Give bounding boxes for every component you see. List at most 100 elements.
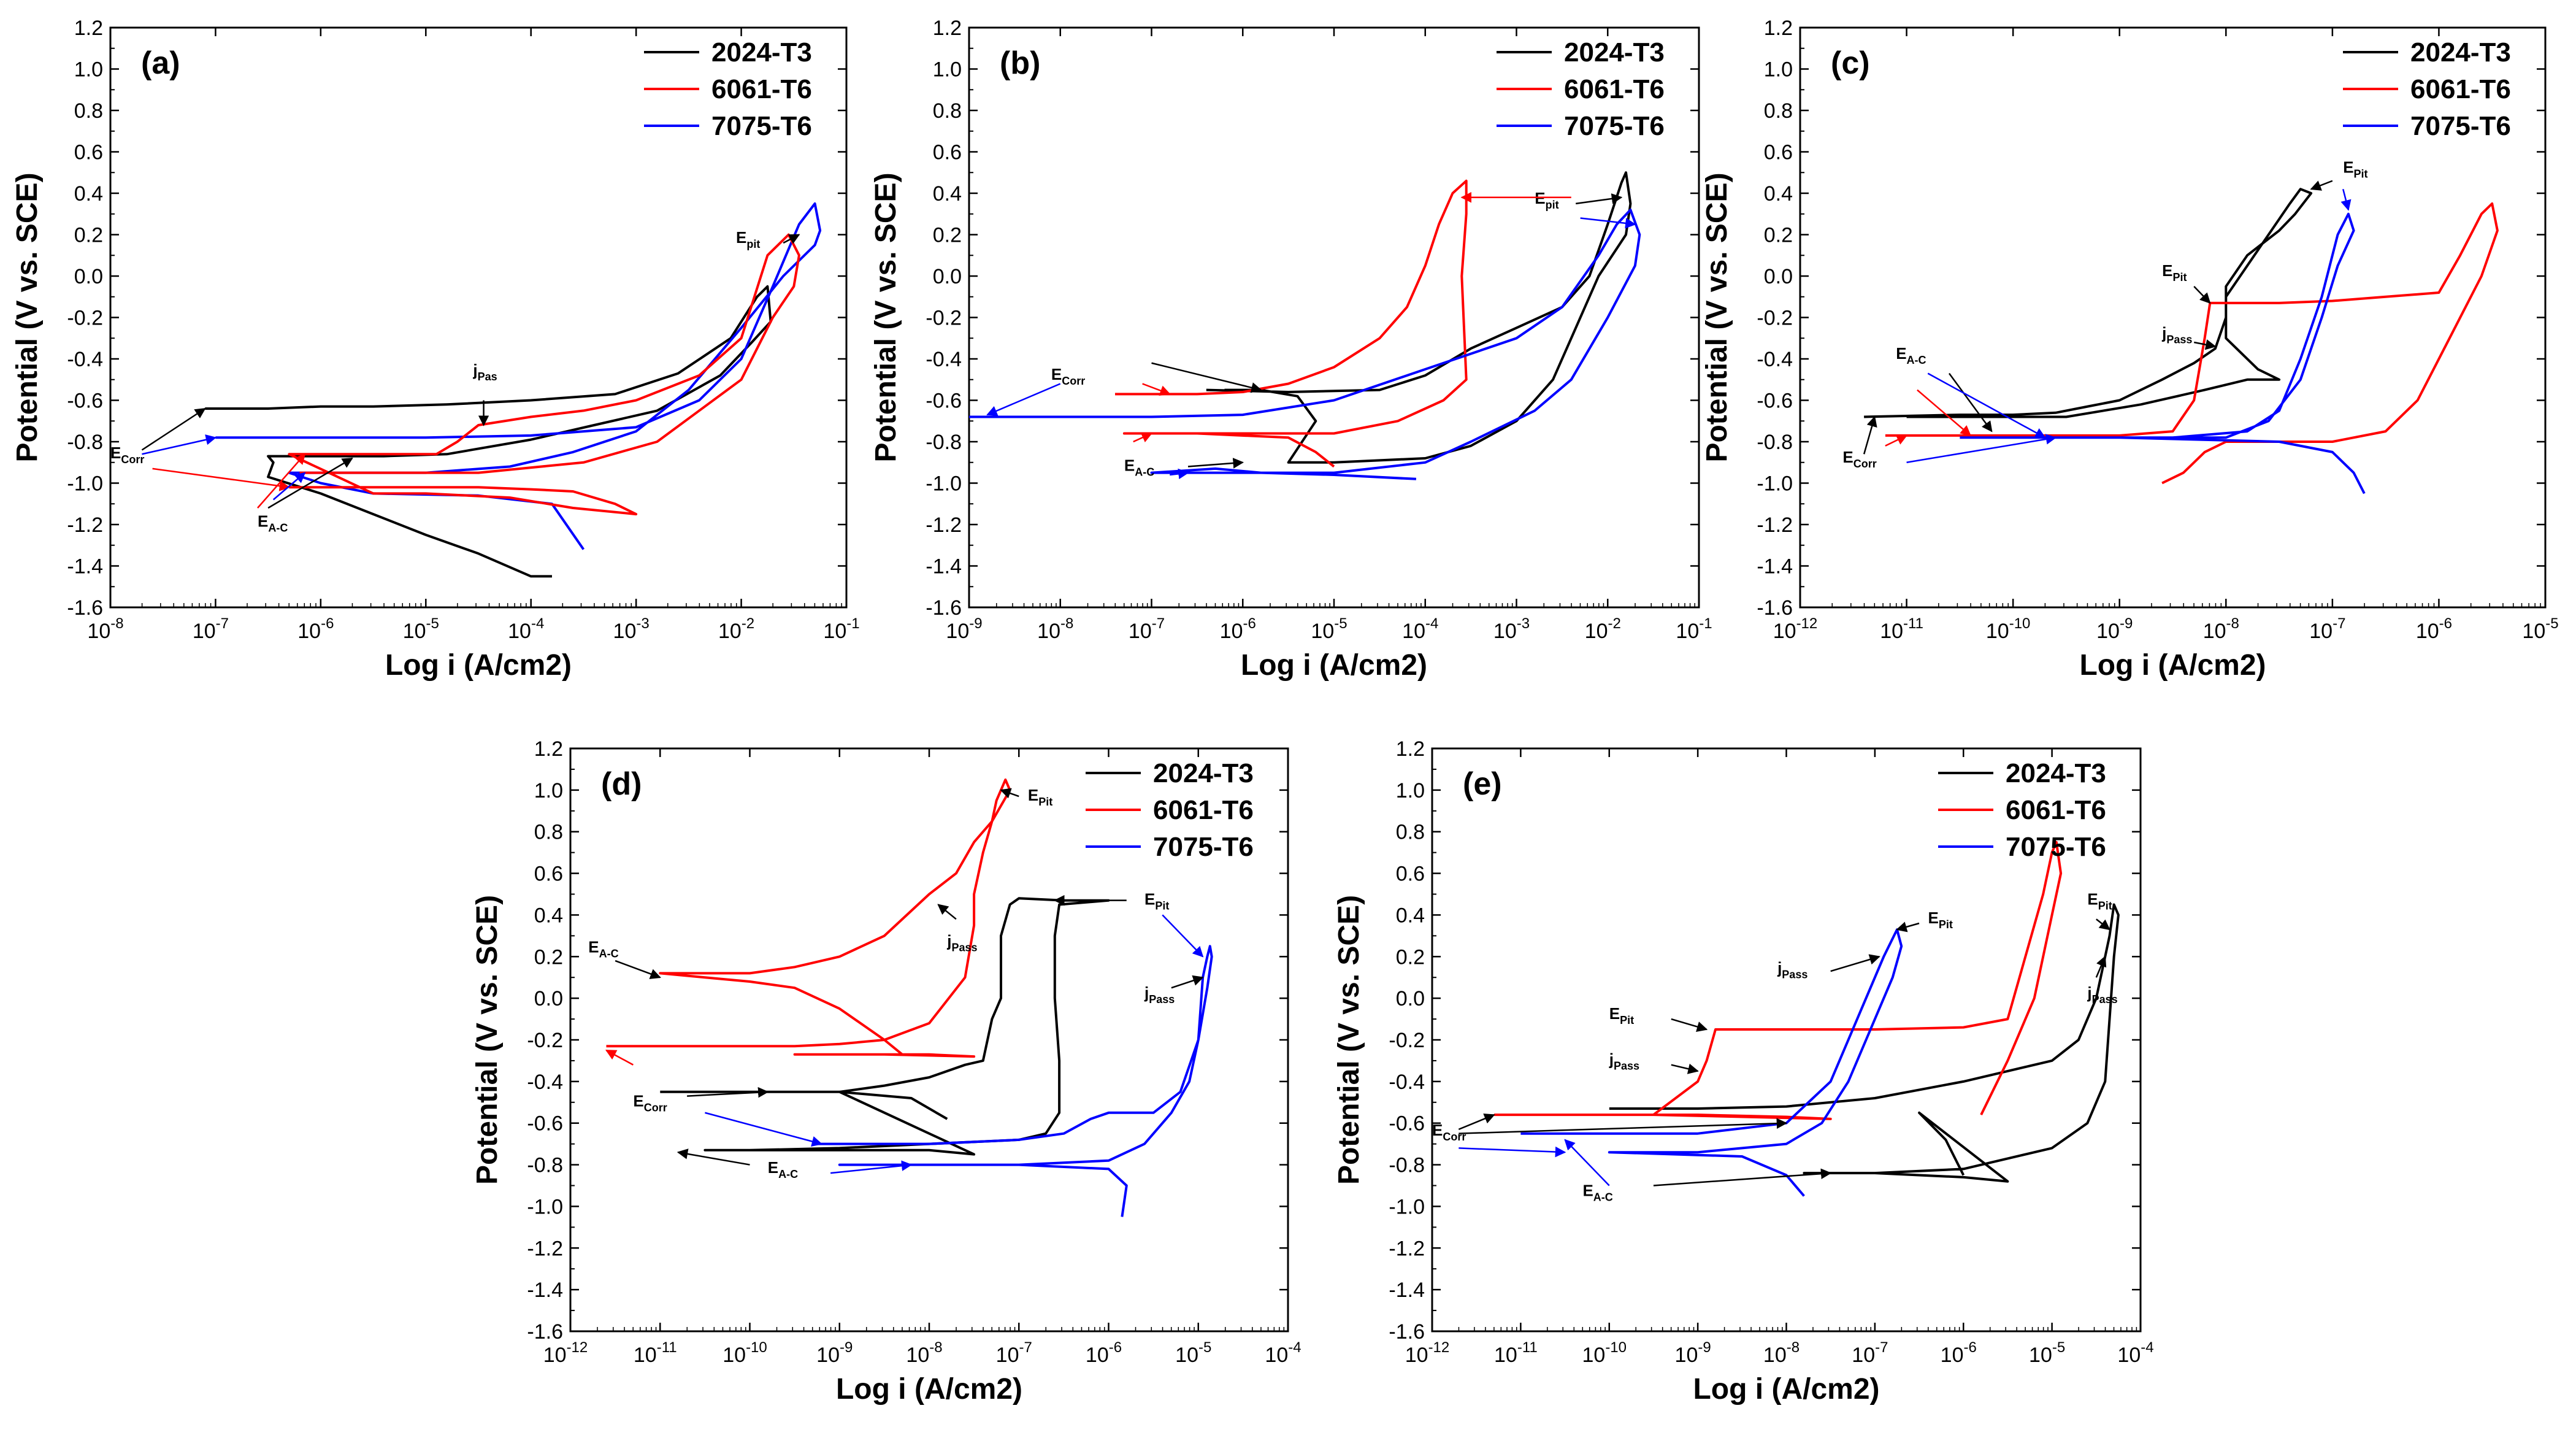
x-tick-label: 10-10 [1582, 1339, 1627, 1367]
annotation-label: Epit [1535, 189, 1558, 211]
y-tick-label: -1.4 [926, 555, 962, 579]
y-tick-label: 1.2 [534, 737, 563, 761]
panel-e: -1.6 -1.4 -1.2 -1.0 -0.8 -0.6 -0.4 -0.2 0.0 0.2 0.… [1333, 737, 2154, 1406]
x-tick-label: 10-9 [1675, 1339, 1711, 1367]
y-tick-label: 1.0 [933, 58, 962, 82]
x-tick-label: 10-3 [613, 615, 650, 643]
y-tick-label: 0.6 [1764, 141, 1793, 164]
annotation-arrow [267, 457, 353, 509]
annotation-arrow [1863, 415, 1877, 455]
panel-label: (e) [1463, 766, 1502, 802]
x-tick-exponent: -2 [1608, 615, 1620, 632]
x-tick-exponent: -4 [531, 615, 544, 632]
x-tick-exponent: -1 [1699, 615, 1712, 632]
annotation-arrow [1906, 434, 2057, 463]
y-tick-label: 1.2 [74, 17, 103, 40]
x-tick-exponent: -6 [2439, 615, 2452, 632]
y-tick-label: -0.6 [926, 390, 962, 413]
x-tick-exponent: -3 [1517, 615, 1530, 632]
x-tick-exponent: -9 [2120, 615, 2133, 632]
legend-entry: 7075-T6 [711, 111, 812, 141]
series-line-2024-T3 [205, 285, 772, 578]
x-tick-exponent: -7 [1152, 615, 1165, 632]
y-tick-label: 0.2 [1764, 224, 1793, 247]
annotation-arrow [1576, 193, 1623, 205]
annotation-label: EPit [1609, 1004, 1634, 1026]
annotation-subscript: Pass [2166, 333, 2192, 345]
y-tick-label: -0.2 [1389, 1029, 1425, 1052]
annotation-subscript: A-C [1135, 466, 1154, 478]
annotation-label: EPit [1144, 890, 1169, 912]
annotation-subscript: Pass [1782, 968, 1807, 980]
x-tick-label: 10-6 [2416, 615, 2452, 643]
x-tick-label: 10-1 [1676, 615, 1712, 643]
x-tick-label: 10-9 [946, 615, 982, 643]
x-tick-exponent: -8 [929, 1339, 942, 1356]
y-tick-label: -1.0 [1389, 1195, 1425, 1218]
y-tick-label: 1.2 [1396, 737, 1425, 761]
y-tick-label: -1.0 [67, 472, 103, 496]
annotation-label: EA-C [258, 512, 288, 534]
panel-a: -1.6 -1.4 -1.2 -1.0 -0.8 -0.6 -0.4 -0.2 0.0 0.2 0.… [11, 17, 860, 682]
x-tick-label: 10-2 [718, 615, 754, 643]
annotation-arrow [1671, 1063, 1699, 1074]
annotation-subscript: Pas [478, 371, 497, 383]
legend-entry: 7075-T6 [1153, 832, 1254, 862]
y-tick-label: 0.6 [74, 141, 103, 164]
x-tick-exponent: -5 [426, 615, 439, 632]
x-tick-exponent: -5 [1334, 615, 1347, 632]
y-tick-label: -1.2 [67, 513, 103, 537]
legend-entry: 6061-T6 [711, 74, 812, 104]
annotation-arrow [142, 434, 217, 455]
x-tick-label: 10-5 [2522, 615, 2558, 643]
annotation-subscript: pit [1546, 199, 1559, 211]
panel-d: -1.6 -1.4 -1.2 -1.0 -0.8 -0.6 -0.4 -0.2 0.0 0.2 0.… [471, 737, 1301, 1406]
y-tick-label: 0.0 [74, 265, 103, 288]
x-tick-label: 10-7 [1129, 615, 1165, 643]
y-tick-label: 0.8 [1396, 821, 1425, 844]
annotation-arrow [1458, 1113, 1495, 1131]
series-line-2024-T3 [660, 897, 1110, 1156]
y-tick-label: 0.2 [933, 224, 962, 247]
x-tick-exponent: -5 [1198, 1339, 1211, 1356]
annotation-label: EA-C [588, 938, 618, 960]
x-axis-label: Log i (A/cm2) [1241, 649, 1427, 682]
y-tick-label: 0.2 [1396, 945, 1425, 969]
x-tick-label: 10-12 [1773, 615, 1818, 643]
y-tick-label: -0.4 [1757, 348, 1793, 371]
x-tick-exponent: -10 [1605, 1339, 1627, 1356]
series-line-2024-T3 [1864, 188, 2313, 418]
y-tick-label: -0.8 [1389, 1154, 1425, 1177]
y-tick-label: -1.0 [1757, 472, 1793, 496]
series-line-7075-T6 [812, 945, 1213, 1217]
annotation-arrow [783, 234, 800, 244]
x-tick-label: 10-3 [1493, 615, 1530, 643]
series-line-6061-T6 [1494, 840, 2063, 1120]
y-tick-label: 0.8 [933, 99, 962, 123]
y-tick-label: 0.0 [534, 987, 563, 1010]
annotation-label: jPass [1609, 1050, 1639, 1072]
x-tick-label: 10-8 [906, 1339, 942, 1367]
annotation-arrow [1671, 1018, 1708, 1032]
annotation-arrow [1653, 1168, 1832, 1186]
x-tick-label: 10-7 [1852, 1339, 1888, 1367]
x-tick-exponent: -11 [1517, 1339, 1538, 1356]
annotation-arrow [1885, 434, 1908, 447]
x-tick-exponent: -11 [1903, 615, 1923, 632]
annotation-label: jPas [472, 361, 497, 383]
panel-label: (c) [1831, 45, 1870, 81]
panel-label: (d) [601, 766, 642, 802]
x-tick-label: 10-5 [403, 615, 439, 643]
annotation-subscript: Pit [1155, 899, 1169, 912]
annotation-label: ECorr [1842, 448, 1876, 470]
annotation-arrow [605, 1049, 634, 1066]
annotation-arrow [677, 1148, 750, 1166]
annotation-subscript: Corr [121, 453, 144, 466]
x-tick-label: 10-8 [87, 615, 123, 643]
annotation-arrow [986, 383, 1061, 417]
y-tick-label: 0.4 [933, 182, 962, 206]
x-tick-exponent: -7 [1875, 1339, 1888, 1356]
annotation-label: EA-C [1896, 344, 1926, 366]
annotation-arrow [1151, 362, 1262, 393]
